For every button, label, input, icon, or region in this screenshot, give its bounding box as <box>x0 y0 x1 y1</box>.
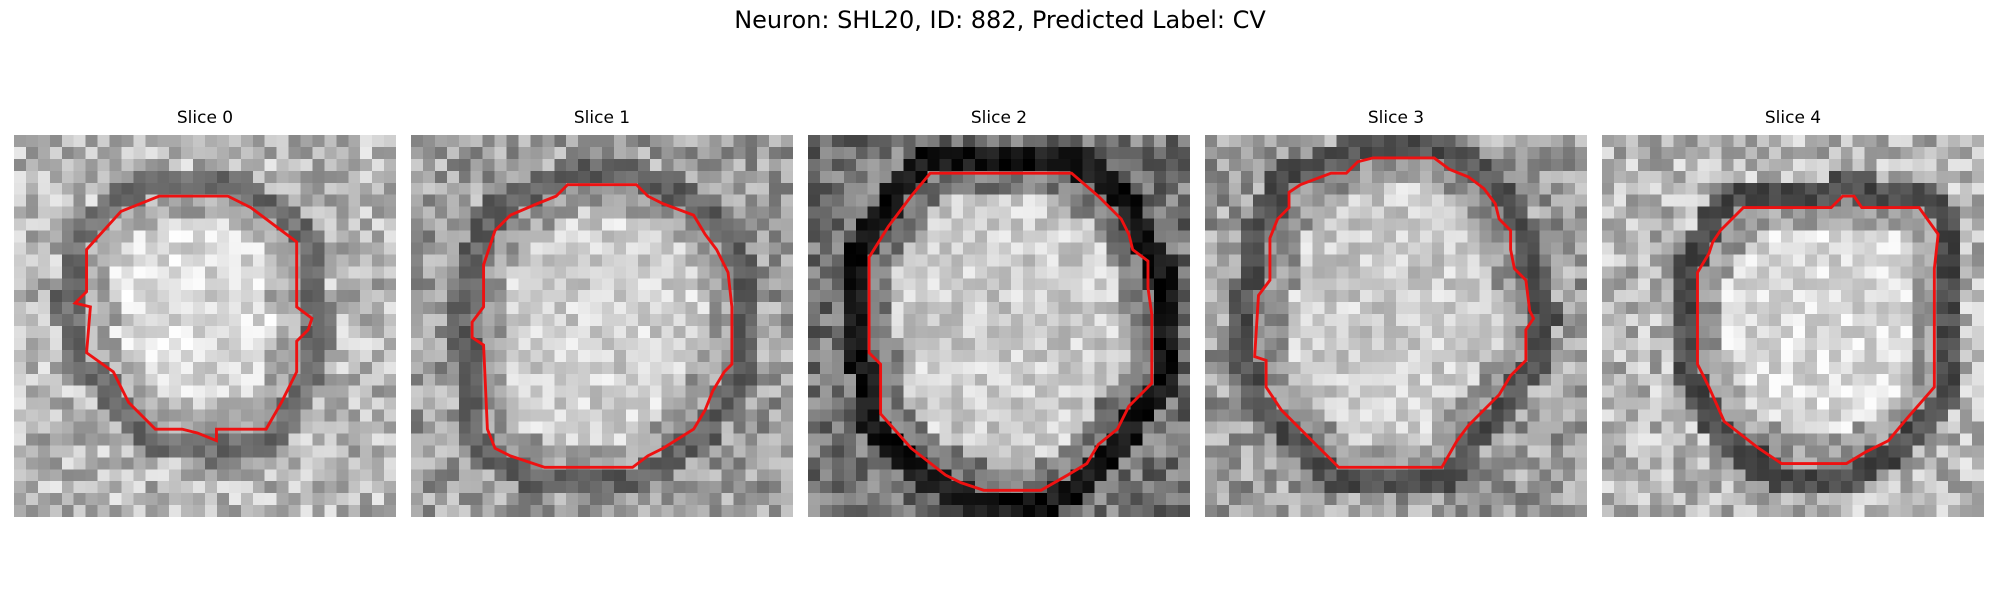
slice-0-image <box>14 135 396 517</box>
slice-3-contour <box>1253 156 1536 469</box>
slice-panel-3: Slice 3 <box>1205 106 1587 517</box>
slice-2-contour <box>867 171 1154 492</box>
slice-3-title: Slice 3 <box>1367 108 1425 128</box>
slice-3-image <box>1205 135 1587 517</box>
slice-1-pixels <box>411 135 793 517</box>
slice-4-title: Slice 4 <box>1764 108 1822 128</box>
slice-panel-2: Slice 2 <box>808 106 1190 517</box>
slice-1-image <box>411 135 793 517</box>
slice-2-title: Slice 2 <box>970 108 1028 128</box>
slice-0-pixels <box>14 135 396 517</box>
slice-3-pixels <box>1205 135 1587 517</box>
slice-2-image <box>808 135 1190 517</box>
slice-4-contour <box>1696 194 1940 465</box>
slice-panel-4: Slice 4 <box>1602 106 1984 517</box>
slice-1-contour <box>470 183 734 469</box>
slice-0-contour <box>72 194 314 443</box>
slice-2-pixels <box>808 135 1190 517</box>
slice-4-pixels <box>1602 135 1984 517</box>
slice-panel-0: Slice 0 <box>14 106 396 517</box>
figure-title: Neuron: SHL20, ID: 882, Predicted Label:… <box>734 6 1266 34</box>
slice-0-title: Slice 0 <box>176 108 234 128</box>
slice-panel-1: Slice 1 <box>411 106 793 517</box>
slice-1-title: Slice 1 <box>573 108 631 128</box>
slice-4-image <box>1602 135 1984 517</box>
